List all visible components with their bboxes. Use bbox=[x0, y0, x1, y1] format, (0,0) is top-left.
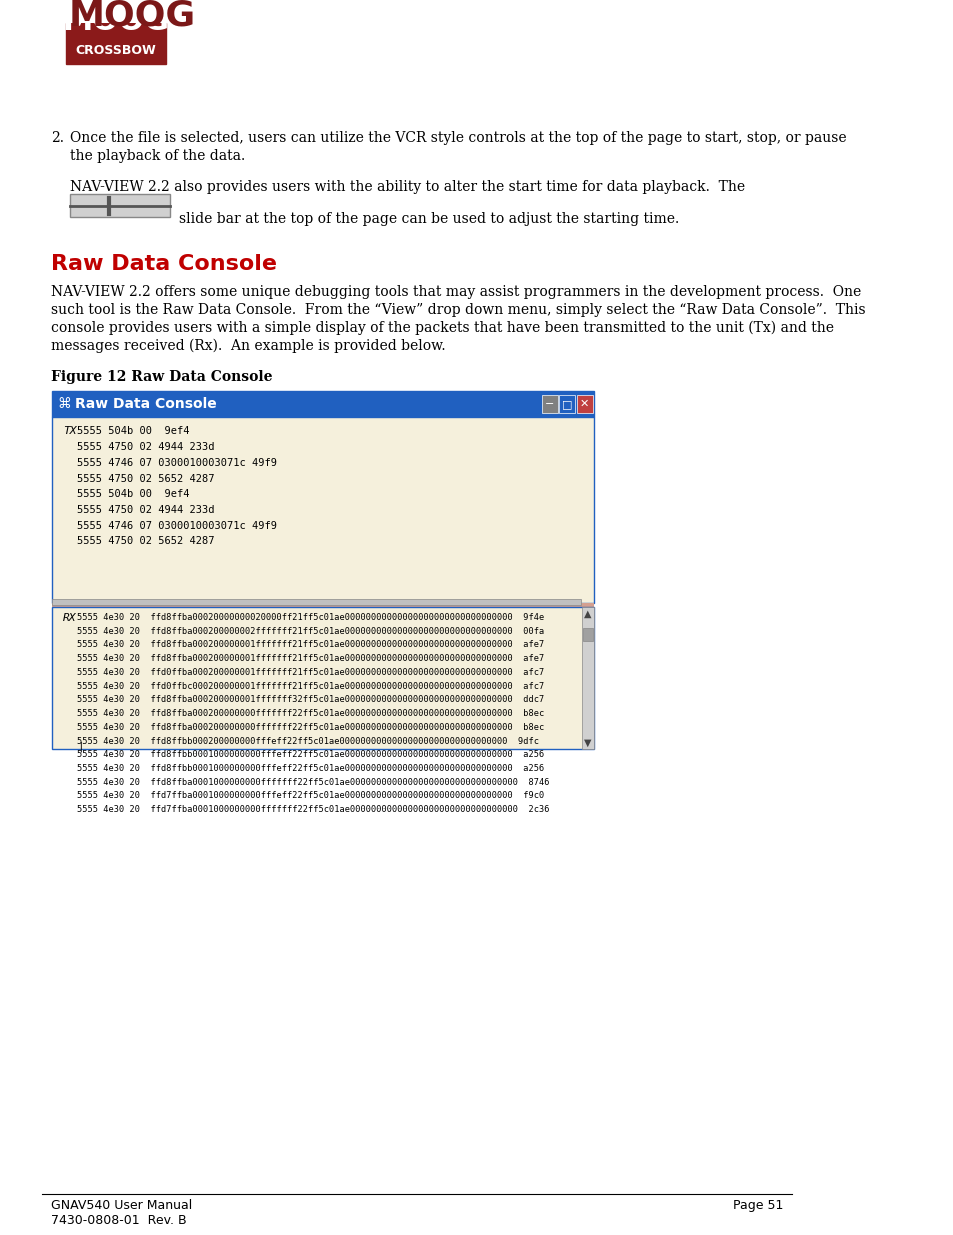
Text: 5555 4746 07 0300010003071c 49f9: 5555 4746 07 0300010003071c 49f9 bbox=[77, 521, 276, 531]
Text: Once the file is selected, users can utilize the VCR style controls at the top o: Once the file is selected, users can uti… bbox=[70, 131, 845, 144]
Text: 5555 4e30 20  ffd8ffba000200000000fffffff22ff5c01ae00000000000000000000000000000: 5555 4e30 20 ffd8ffba000200000000fffffff… bbox=[77, 722, 543, 732]
Text: 5555 4e30 20  ffd8ffba000200000000fffffff22ff5c01ae00000000000000000000000000000: 5555 4e30 20 ffd8ffba000200000000fffffff… bbox=[77, 709, 543, 718]
FancyBboxPatch shape bbox=[52, 391, 594, 416]
Text: 5555 4e30 20  ffd8ffbb0001000000000fffeff22ff5c01ae00000000000000000000000000000: 5555 4e30 20 ffd8ffbb0001000000000fffeff… bbox=[77, 751, 543, 760]
FancyBboxPatch shape bbox=[52, 606, 594, 750]
Text: 5555 504b 00  9ef4: 5555 504b 00 9ef4 bbox=[77, 426, 190, 436]
Text: ▼: ▼ bbox=[584, 737, 591, 747]
Text: Figure 12 Raw Data Console: Figure 12 Raw Data Console bbox=[51, 369, 272, 384]
Text: the playback of the data.: the playback of the data. bbox=[70, 148, 245, 163]
FancyBboxPatch shape bbox=[52, 599, 580, 605]
Text: 5555 4e30 20  ffd8ffba00020000000020000ff21ff5c01ae00000000000000000000000000000: 5555 4e30 20 ffd8ffba00020000000020000ff… bbox=[77, 613, 543, 622]
FancyBboxPatch shape bbox=[581, 606, 594, 750]
Text: 5555 4e30 20  ffd8ffbb000200000000fffeff22ff5c01ae000000000000000000000000000000: 5555 4e30 20 ffd8ffbb000200000000fffeff2… bbox=[77, 736, 538, 746]
Text: 5555 4e30 20  ffd8ffbb0001000000000fffeff22ff5c01ae00000000000000000000000000000: 5555 4e30 20 ffd8ffbb0001000000000fffeff… bbox=[77, 764, 543, 773]
Text: MOOG: MOOG bbox=[62, 6, 169, 36]
Text: 5555 4750 02 4944 233d: 5555 4750 02 4944 233d bbox=[77, 442, 214, 452]
Text: 5555 4e30 20  ffd0ffbc000200000001fffffff21ff5c01ae00000000000000000000000000000: 5555 4e30 20 ffd0ffbc000200000001fffffff… bbox=[77, 682, 543, 690]
Text: such tool is the Raw Data Console.  From the “View” drop down menu, simply selec: such tool is the Raw Data Console. From … bbox=[51, 303, 864, 317]
Text: −: − bbox=[544, 399, 554, 409]
FancyBboxPatch shape bbox=[558, 395, 575, 412]
FancyBboxPatch shape bbox=[541, 395, 557, 412]
Text: 5555 4e30 20  ffd0ffba000200000001fffffff21ff5c01ae00000000000000000000000000000: 5555 4e30 20 ffd0ffba000200000001fffffff… bbox=[77, 668, 543, 677]
Text: NAV-VIEW 2.2 offers some unique debugging tools that may assist programmers in t: NAV-VIEW 2.2 offers some unique debuggin… bbox=[51, 285, 860, 299]
Text: 5555 4e30 20  ffd8ffba000200000001fffffff32ff5c01ae00000000000000000000000000000: 5555 4e30 20 ffd8ffba000200000001fffffff… bbox=[77, 695, 543, 704]
Text: 5555 4750 02 5652 4287: 5555 4750 02 5652 4287 bbox=[77, 473, 214, 484]
Text: Raw Data Console: Raw Data Console bbox=[75, 396, 216, 411]
FancyBboxPatch shape bbox=[577, 395, 592, 412]
Text: 2.: 2. bbox=[51, 131, 64, 144]
Text: ⌘: ⌘ bbox=[58, 396, 71, 411]
Text: 5555 504b 00  9ef4: 5555 504b 00 9ef4 bbox=[77, 489, 190, 499]
Text: GNAV540 User Manual
7430-0808-01  Rev. B: GNAV540 User Manual 7430-0808-01 Rev. B bbox=[51, 1199, 192, 1226]
FancyBboxPatch shape bbox=[52, 603, 594, 606]
Text: 5555 4e30 20  ffd8ffba000200000001fffffff21ff5c01ae00000000000000000000000000000: 5555 4e30 20 ffd8ffba000200000001fffffff… bbox=[77, 641, 543, 650]
Text: 5555 4e30 20  ffd7ffba0001000000000fffeff22ff5c01ae00000000000000000000000000000: 5555 4e30 20 ffd7ffba0001000000000fffeff… bbox=[77, 792, 543, 800]
FancyBboxPatch shape bbox=[70, 194, 171, 217]
Text: Raw Data Console: Raw Data Console bbox=[51, 253, 276, 274]
Text: 5555 4e30 20  ffd8ffba000200000001fffffff21ff5c01ae00000000000000000000000000000: 5555 4e30 20 ffd8ffba000200000001fffffff… bbox=[77, 655, 543, 663]
Text: ▲: ▲ bbox=[584, 609, 591, 619]
Text: slide bar at the top of the page can be used to adjust the starting time.: slide bar at the top of the page can be … bbox=[179, 211, 679, 226]
Text: 5555 4750 02 5652 4287: 5555 4750 02 5652 4287 bbox=[77, 536, 214, 546]
FancyBboxPatch shape bbox=[582, 627, 593, 641]
Text: □: □ bbox=[561, 399, 572, 409]
Text: 5555 4746 07 0300010003071c 49f9: 5555 4746 07 0300010003071c 49f9 bbox=[77, 458, 276, 468]
Text: console provides users with a simple display of the packets that have been trans: console provides users with a simple dis… bbox=[51, 320, 833, 335]
Text: RX: RX bbox=[63, 613, 76, 622]
Text: CROSSBOW: CROSSBOW bbox=[75, 44, 155, 57]
Text: NAV-VIEW 2.2 also provides users with the ability to alter the start time for da: NAV-VIEW 2.2 also provides users with th… bbox=[70, 180, 744, 194]
Text: messages received (Rx).  An example is provided below.: messages received (Rx). An example is pr… bbox=[51, 338, 445, 352]
Text: Page 51: Page 51 bbox=[732, 1199, 782, 1212]
Text: 5555 4e30 20  ffd8ffba0001000000000fffffff22ff5c01ae0000000000000000000000000000: 5555 4e30 20 ffd8ffba0001000000000ffffff… bbox=[77, 778, 549, 787]
Text: |: | bbox=[77, 741, 84, 752]
Text: MOOG: MOOG bbox=[68, 0, 195, 32]
Text: ✕: ✕ bbox=[579, 399, 589, 409]
FancyBboxPatch shape bbox=[52, 416, 594, 603]
Text: 5555 4e30 20  ffd8ffba000200000002fffffff21ff5c01ae00000000000000000000000000000: 5555 4e30 20 ffd8ffba000200000002fffffff… bbox=[77, 626, 543, 636]
Text: TX: TX bbox=[63, 426, 76, 436]
Text: 5555 4e30 20  ffd7ffba0001000000000fffffff22ff5c01ae0000000000000000000000000000: 5555 4e30 20 ffd7ffba0001000000000ffffff… bbox=[77, 805, 549, 814]
Text: 5555 4750 02 4944 233d: 5555 4750 02 4944 233d bbox=[77, 505, 214, 515]
FancyBboxPatch shape bbox=[66, 23, 166, 64]
